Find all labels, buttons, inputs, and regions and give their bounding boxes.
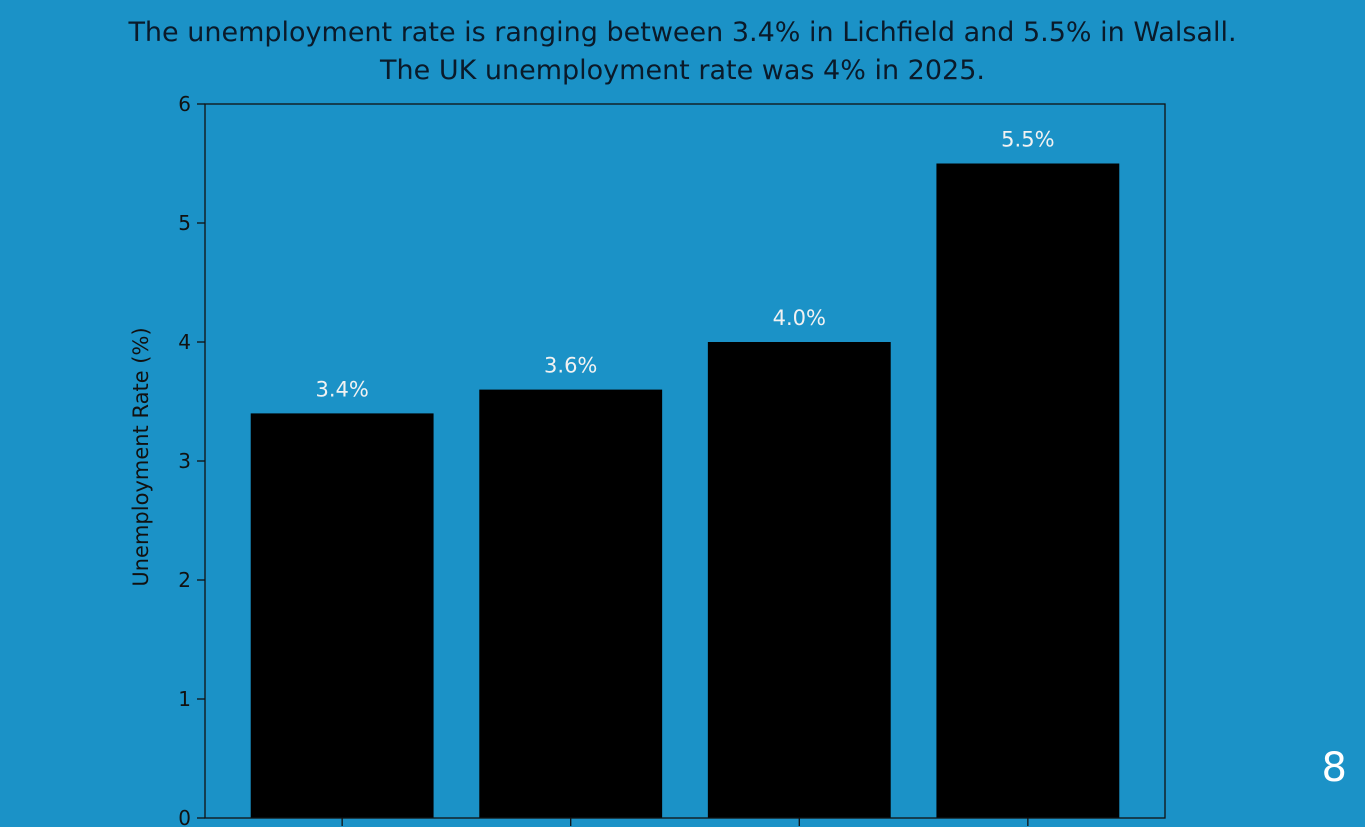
chart-title-line-1: The unemployment rate is ranging between… [128, 17, 1237, 48]
page-number: 8 [1321, 745, 1347, 791]
bar-value-label-4: 5.5% [1001, 128, 1054, 152]
bar-value-label-3: 4.0% [773, 306, 826, 330]
bar-1 [250, 413, 434, 818]
bar-4 [936, 163, 1120, 818]
bar-2 [479, 389, 663, 818]
bar-value-label-2: 3.6% [544, 354, 597, 378]
y-tick-label-0: 0 [178, 806, 191, 827]
bar-3 [707, 342, 891, 818]
bar-value-label-1: 3.4% [315, 377, 368, 401]
y-tick-label-2: 2 [178, 568, 191, 592]
y-tick-label-6: 6 [178, 92, 191, 116]
y-axis-label: Unemployment Rate (%) [129, 327, 153, 586]
y-tick-label-3: 3 [178, 449, 191, 473]
y-tick-label-1: 1 [178, 687, 191, 711]
chart-title-line-2: The UK unemployment rate was 4% in 2025. [380, 55, 985, 86]
y-tick-label-4: 4 [178, 330, 191, 354]
y-tick-label-5: 5 [178, 211, 191, 235]
